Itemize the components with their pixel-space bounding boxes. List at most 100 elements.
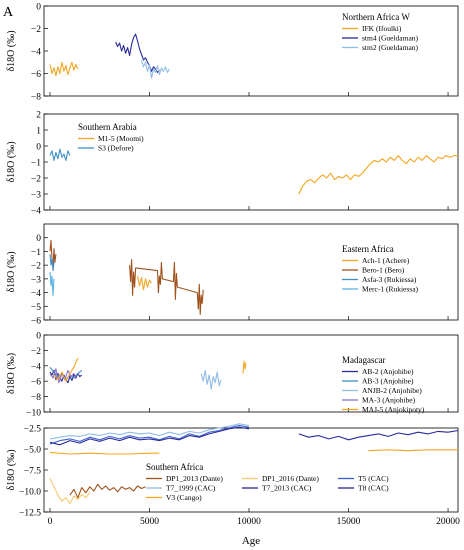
y-axis-label: δ18O (‰) bbox=[6, 30, 17, 71]
legend-entry: T5 (CAC) bbox=[358, 474, 389, 483]
y-tick-label: 0 bbox=[36, 332, 41, 342]
x-tick-label: 15000 bbox=[337, 517, 361, 527]
panel-0: 0 −2 −4 −6 −8 δ18O (‰) Northern Africa W IFK (I… bbox=[6, 3, 459, 103]
series-line-3-1 bbox=[49, 366, 83, 381]
legend-entry: Asfa-3 (Rukiessa) bbox=[362, 275, 417, 284]
legend-entry: S3 (Defore) bbox=[98, 144, 134, 153]
legend-entry: DP1_2016 (Dante) bbox=[262, 474, 319, 483]
y-tick-label: 0 bbox=[36, 143, 41, 153]
plot-frame bbox=[43, 427, 459, 513]
legend-title: Madagascar bbox=[342, 355, 385, 365]
legend: Southern Africa DP1_2013 (Dante) DP1_2016 … bbox=[146, 462, 389, 502]
y-axis-label: δ18O (‰) bbox=[6, 141, 17, 182]
y-axis-label: δ18O (‰) bbox=[6, 353, 17, 394]
series-line-4-4 bbox=[298, 429, 459, 441]
legend: Southern Arabia M1-5 (Moomi)S3 (Defore) bbox=[78, 122, 144, 153]
series-line-2-1 bbox=[49, 239, 204, 316]
y-tick-label: −5 bbox=[31, 303, 41, 313]
series-line-4-5 bbox=[49, 426, 250, 446]
y-tick-label: −6 bbox=[31, 378, 41, 388]
x-tick-label: 0 bbox=[48, 517, 53, 527]
y-tick-label: −2 bbox=[31, 347, 41, 357]
series-line-3-4 bbox=[53, 357, 247, 382]
x-tick-label: 10000 bbox=[237, 517, 261, 527]
series-line-4-1 bbox=[49, 478, 91, 505]
series-line-0-1 bbox=[115, 33, 160, 73]
figure-label: A bbox=[3, 5, 14, 20]
y-tick-label: 2 bbox=[36, 111, 41, 121]
legend-entry: Bero-1 (Bero) bbox=[362, 266, 405, 275]
legend-title: Southern Arabia bbox=[78, 122, 137, 132]
y-tick-label: −1 bbox=[31, 248, 41, 258]
panel-4: −2.5 −5.0 −7.5 −10.0 −12.5 0 5000 10000 15000 200… bbox=[6, 423, 460, 527]
panel-3: 0 −2 −4 −6 −8 −10 δ18O (‰) Madagascar AB-2 (Anjo… bbox=[6, 332, 459, 419]
y-tick-label: 0 bbox=[36, 3, 41, 13]
series-line-2-0 bbox=[136, 275, 152, 291]
y-tick-label: −12.5 bbox=[19, 509, 41, 519]
series-line-0-0 bbox=[49, 61, 79, 77]
y-tick-label: 1 bbox=[36, 127, 41, 137]
legend-entry: stm4 (Gueldaman) bbox=[362, 34, 419, 43]
y-tick-label: −3 bbox=[31, 275, 41, 285]
legend-entry: AB-2 (Anjohibe) bbox=[362, 367, 414, 376]
legend-entry: T8 (CAC) bbox=[358, 484, 389, 493]
y-tick-label: −10 bbox=[26, 409, 41, 419]
y-tick-label: 0 bbox=[36, 234, 41, 244]
y-tick-label: −8 bbox=[31, 93, 41, 103]
legend: Northern Africa W IFK (Ifoulki)stm4 (Guel… bbox=[342, 12, 419, 52]
plot-frame bbox=[43, 334, 459, 413]
series-line-2-3 bbox=[49, 271, 55, 296]
x-tick-label: 5000 bbox=[140, 517, 159, 527]
series-line-4-6 bbox=[49, 449, 458, 455]
legend-entry: V3 (Cango) bbox=[166, 493, 202, 502]
y-tick-label: −6 bbox=[31, 70, 41, 80]
y-tick-label: −2 bbox=[31, 262, 41, 272]
legend-title: Northern Africa W bbox=[342, 12, 410, 22]
series-line-4-2 bbox=[49, 424, 250, 445]
legend-title: Eastern Africa bbox=[342, 244, 394, 254]
legend-entry: T7_1999 (CAC) bbox=[166, 484, 216, 493]
legend-entry: Ach-1 (Achere) bbox=[362, 256, 410, 265]
y-tick-label: −4 bbox=[31, 362, 41, 372]
legend-entry: MAJ-5 (Anjokipoty) bbox=[362, 405, 425, 414]
legend-entry: stm2 (Gueldaman) bbox=[362, 43, 419, 52]
x-tick-label: 20000 bbox=[436, 517, 460, 527]
plot-frame bbox=[43, 223, 459, 321]
legend-entry: ANJB-2 (Anjohibe) bbox=[362, 386, 422, 395]
series-line-4-3 bbox=[49, 423, 250, 440]
series-line-3-2 bbox=[200, 369, 222, 390]
series-line-1-0 bbox=[298, 155, 458, 195]
series-line-4-0 bbox=[69, 483, 146, 499]
legend-entry: AB-3 (Anjohibe) bbox=[362, 377, 414, 386]
panel-1: 2 1 0 −1 −2 −3 −4 δ18O (‰) Southern Arabia M1-5 (… bbox=[6, 111, 459, 217]
y-tick-label: −2.5 bbox=[24, 425, 41, 435]
legend-entry: MA-3 (Anjohibe) bbox=[362, 396, 416, 405]
x-axis-label: Age bbox=[242, 535, 260, 547]
series-line-2-2 bbox=[49, 254, 55, 272]
y-tick-label: −6 bbox=[31, 317, 41, 327]
series-line-0-2 bbox=[140, 59, 170, 79]
legend-entry: IFK (Ifoulki) bbox=[362, 24, 402, 33]
y-tick-label: −5.0 bbox=[24, 446, 41, 456]
legend-entry: Merc-1 (Rukiessa) bbox=[362, 285, 419, 294]
legend-entry: DP1_2013 (Dante) bbox=[166, 474, 223, 483]
legend-entry: M1-5 (Moomi) bbox=[98, 134, 144, 143]
legend: Eastern Africa Ach-1 (Achere)Bero-1 (Bero… bbox=[342, 244, 419, 294]
y-tick-label: −4 bbox=[31, 289, 41, 299]
series-line-1-1 bbox=[49, 148, 71, 161]
legend-entry: T7_2013 (CAC) bbox=[262, 484, 312, 493]
y-tick-label: −4 bbox=[31, 207, 41, 217]
legend: Madagascar AB-2 (Anjohibe)AB-3 (Anjohibe)… bbox=[342, 355, 425, 414]
y-tick-label: −4 bbox=[31, 48, 41, 58]
panel-2: 0 −1 −2 −3 −4 −5 −6 δ18O (‰) Eastern Africa Ach-1… bbox=[6, 223, 459, 327]
y-axis-label: δ18O (‰) bbox=[6, 449, 17, 490]
y-tick-label: −8 bbox=[31, 393, 41, 403]
y-axis-label: δ18O (‰) bbox=[6, 251, 17, 292]
y-tick-label: −2 bbox=[31, 25, 41, 35]
y-tick-label: −3 bbox=[31, 191, 41, 201]
legend-title: Southern Africa bbox=[146, 462, 203, 472]
y-tick-label: −2 bbox=[31, 175, 41, 185]
y-tick-label: −10.0 bbox=[19, 488, 41, 498]
y-tick-label: −7.5 bbox=[24, 467, 41, 477]
